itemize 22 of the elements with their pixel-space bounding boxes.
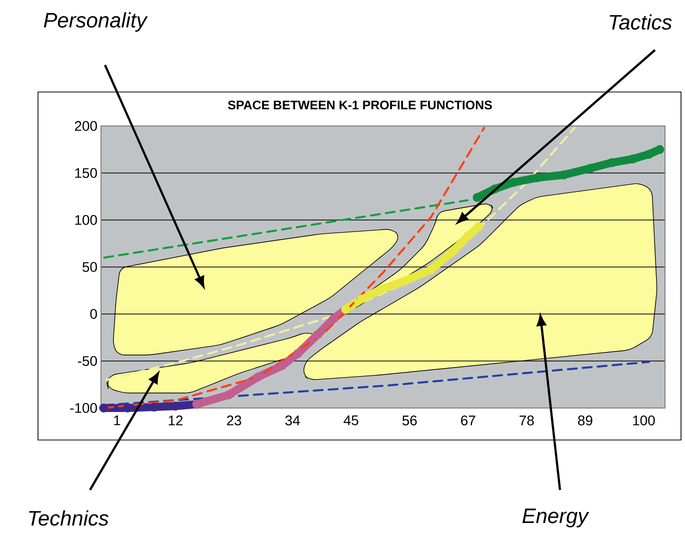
x-tick-label: 34	[285, 416, 300, 426]
y-tick-label: 0	[90, 309, 97, 319]
chart-title: SPACE BETWEEN K-1 PROFILE FUNCTIONS	[228, 100, 492, 110]
x-tick-label: 89	[578, 416, 592, 426]
x-tick-label: 100	[633, 416, 655, 426]
y-tick-label: -50	[78, 356, 97, 366]
text: Tactics	[610, 14, 672, 30]
y-tick-label: 200	[74, 121, 97, 131]
text: Personality	[44, 12, 148, 32]
text: Energy	[522, 508, 590, 528]
x-tick-label: 12	[168, 416, 183, 426]
text: Technics	[28, 510, 108, 526]
y-tick-label: 100	[75, 215, 97, 225]
y-tick-label: 150	[75, 168, 97, 178]
x-tick-label: 45	[344, 416, 358, 426]
x-tick-label: 67	[461, 416, 476, 426]
y-tick-label: 50	[82, 262, 97, 272]
y-tick-label: -100	[70, 403, 97, 413]
x-tick-label: 1	[114, 416, 120, 426]
x-tick-label: 56	[402, 416, 417, 426]
x-tick-label: 78	[520, 416, 534, 426]
x-tick-label: 23	[226, 416, 242, 426]
